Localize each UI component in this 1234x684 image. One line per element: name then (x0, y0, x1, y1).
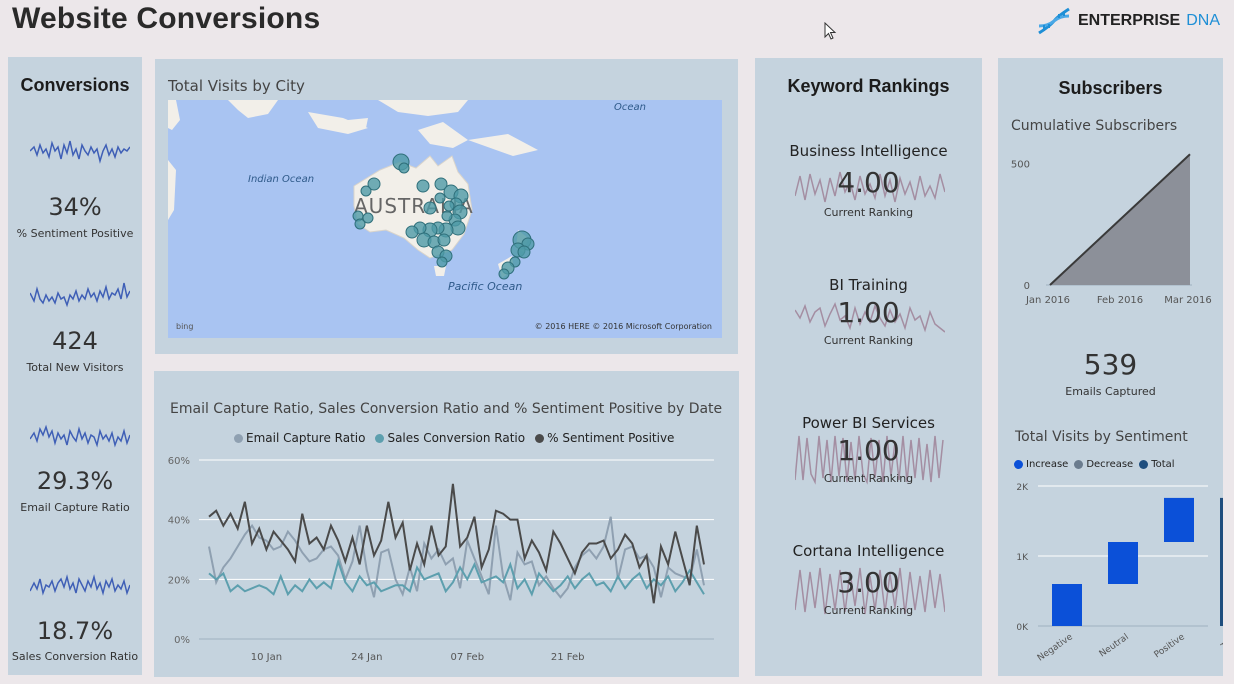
kpi-label: % Sentiment Positive (16, 227, 134, 240)
map-view[interactable]: Indian Ocean Ocean Pacific Ocean AUSTRAL… (168, 100, 722, 338)
keyword-label: Current Ranking (823, 334, 914, 347)
mouse-cursor-icon (824, 22, 837, 40)
cumulative-title: Cumulative Subscribers (1011, 118, 1178, 134)
email-capture-sparkline (30, 424, 130, 448)
keyword-sparkline (795, 171, 945, 203)
kpi-value: 424 (52, 327, 98, 355)
series-line (208, 483, 705, 604)
legend-total: Total (1139, 459, 1175, 470)
keyword-name: Cortana Intelligence (792, 542, 945, 560)
sales-conversion-sparkline (30, 574, 130, 596)
kpi-value: 34% (48, 193, 102, 221)
visits-by-sentiment-chart: 0K 1K 2K Negative Neutral Positive Total (1016, 483, 1223, 664)
x-tick-label: 07 Feb (450, 652, 484, 663)
x-tick-label: Total (1219, 632, 1223, 653)
keyword-value: 1.00 (837, 296, 900, 329)
series-line (208, 558, 705, 597)
keyword-name: Power BI Services (802, 414, 935, 432)
x-tick-label: Jan 2016 (1025, 295, 1070, 306)
enterprise-dna-logo: ENTERPRISE DNA (1036, 6, 1220, 36)
y-tick-label: 60% (168, 456, 190, 467)
subscribers-panel: Subscribers Cumulative Subscribers 0 500 J… (998, 58, 1223, 676)
conversions-panel: Conversions 34% % Sentiment Positive 424… (8, 57, 142, 675)
line-chart: 0% 20% 40% 60% 10 Jan 24 Jan 07 Feb 21 Feb (168, 456, 714, 663)
sentiment-title: Total Visits by Sentiment (1015, 429, 1188, 445)
logo-text: ENTERPRISE (1077, 12, 1181, 29)
keyword-sparkline (795, 302, 945, 333)
x-tick-label: Neutral (1098, 632, 1131, 659)
y-tick-label: 20% (168, 575, 190, 586)
map-panel: Total Visits by City Indian Ocean Ocean … (155, 59, 738, 354)
keyword-name: BI Training (829, 276, 908, 294)
sentiment-sparkline (30, 140, 130, 164)
emails-captured-value: 539 (1083, 348, 1138, 381)
waterfall-bar (1164, 497, 1194, 542)
y-tick-label: 0K (1016, 623, 1029, 633)
x-tick-label: 10 Jan (251, 652, 282, 663)
keyword-value: 4.00 (837, 166, 900, 199)
x-tick-label: 24 Jan (351, 652, 382, 663)
city-bubbles (352, 153, 535, 280)
ocean-label: Ocean (614, 102, 646, 113)
indian-ocean-label: Indian Ocean (248, 174, 315, 185)
keyword-label: Current Ranking (823, 206, 914, 219)
pacific-ocean-label: Pacific Ocean (448, 280, 523, 293)
area-line (1049, 153, 1191, 286)
visitors-sparkline (30, 282, 130, 308)
keyword-value: 1.00 (837, 434, 900, 467)
keyword-sparkline (795, 567, 945, 615)
kpi-label: Total New Visitors (26, 361, 124, 374)
dna-icon (1038, 7, 1070, 35)
x-tick-label: 21 Feb (551, 652, 585, 663)
kpi-label: Sales Conversion Ratio (11, 650, 139, 663)
x-tick-label: Feb 2016 (1097, 295, 1143, 306)
x-tick-label: Mar 2016 (1164, 295, 1212, 306)
keyword-sparkline (795, 435, 944, 485)
cumulative-subscribers-chart: 0 500 Jan 2016 Feb 2016 Mar 2016 (1011, 153, 1212, 306)
waterfall-bar (1052, 584, 1082, 626)
sentiment-legend: Increase Decrease Total (1014, 459, 1175, 470)
legend-decrease: Decrease (1074, 459, 1133, 470)
keyword-rankings-panel: Keyword Rankings Business Intelligence 4… (755, 58, 982, 676)
page-title: Website Conversions (12, 2, 321, 35)
line-chart-title: Email Capture Ratio, Sales Conversion Ra… (170, 401, 723, 417)
y-tick-label: 0% (174, 635, 190, 646)
kpi-value: 18.7% (36, 617, 114, 645)
keyword-value: 3.00 (837, 566, 900, 599)
waterfall-bar (1108, 542, 1138, 584)
keyword-label: Current Ranking (823, 472, 914, 485)
x-tick-label: Negative (1036, 632, 1075, 664)
y-tick-label: 500 (1011, 160, 1030, 171)
keyword-title: Keyword Rankings (787, 76, 950, 96)
y-tick-label: 0 (1024, 281, 1030, 292)
y-tick-label: 40% (168, 516, 190, 527)
kpi-label: Email Capture Ratio (20, 501, 130, 514)
keyword-label: Current Ranking (823, 604, 914, 617)
conversions-title: Conversions (20, 75, 130, 95)
map-attribution: © 2016 HERE © 2016 Microsoft Corporation (534, 322, 712, 331)
subscribers-title: Subscribers (1058, 78, 1163, 98)
keyword-name: Business Intelligence (789, 142, 948, 160)
waterfall-bar (1220, 497, 1223, 626)
legend-sales-conversion: Sales Conversion Ratio (375, 431, 525, 445)
legend-sentiment-positive: % Sentiment Positive (535, 431, 674, 445)
map-title: Total Visits by City (168, 77, 305, 95)
line-chart-panel: Email Capture Ratio, Sales Conversion Ra… (154, 371, 739, 677)
bing-logo: bing (176, 322, 194, 331)
kpi-value: 29.3% (36, 467, 114, 495)
y-tick-label: 2K (1016, 483, 1029, 493)
y-tick-label: 1K (1016, 553, 1029, 563)
line-chart-legend: Email Capture Ratio Sales Conversion Rat… (234, 431, 674, 445)
emails-captured-label: Emails Captured (1065, 385, 1156, 398)
legend-email-capture: Email Capture Ratio (234, 431, 365, 445)
x-tick-label: Positive (1153, 632, 1188, 660)
series-line (208, 516, 705, 601)
logo-accent: DNA (1186, 12, 1220, 29)
legend-increase: Increase (1014, 459, 1068, 470)
